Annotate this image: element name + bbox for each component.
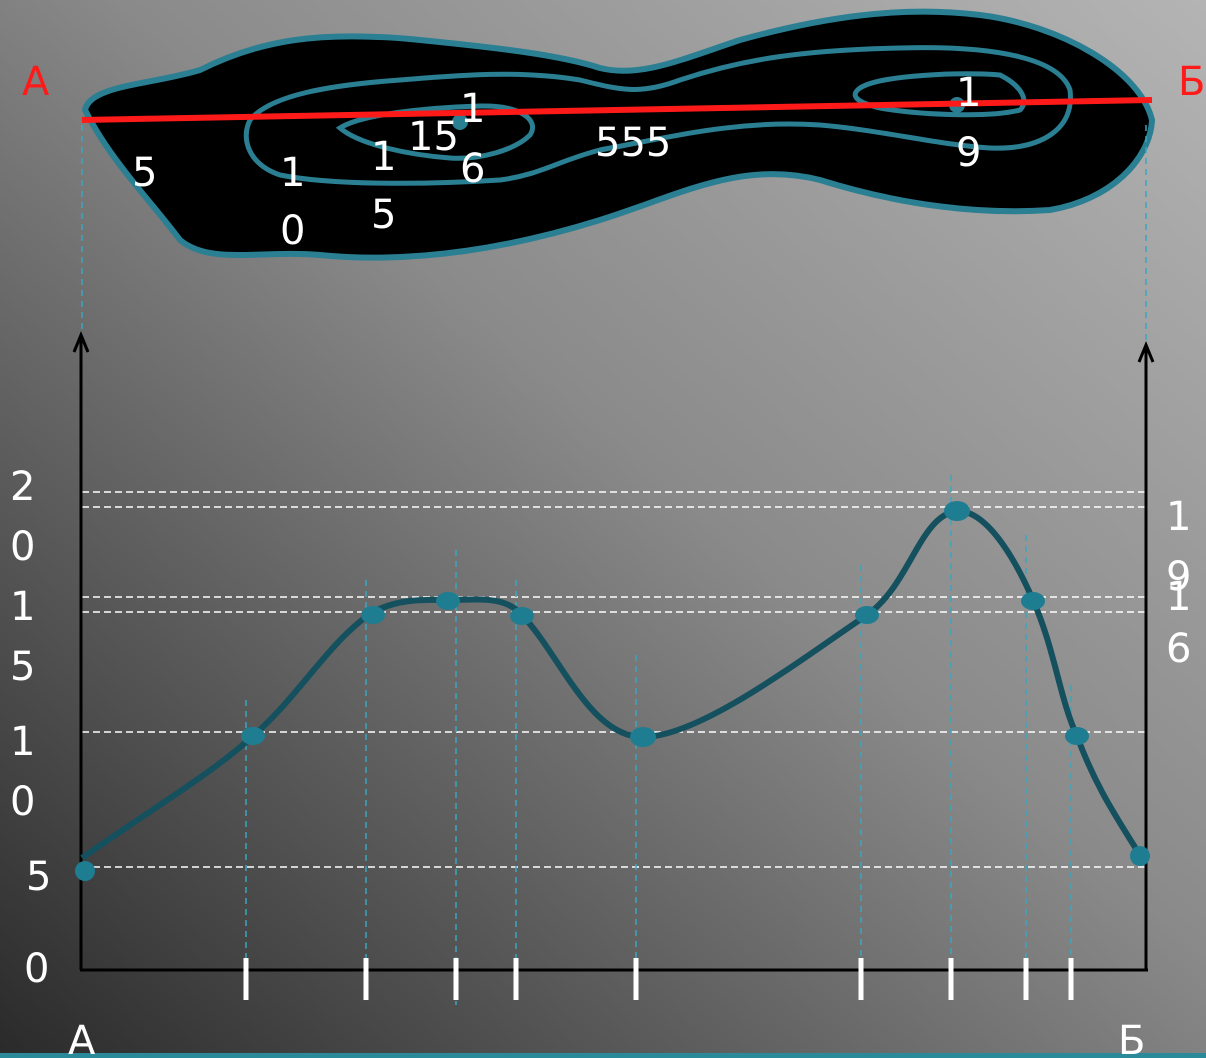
contour-label: 555 [595, 120, 671, 166]
contour-label: 15 [408, 114, 459, 160]
contour-10 [243, 45, 1073, 186]
projection-lines [81, 125, 1147, 345]
contour-5 [81, 8, 1156, 261]
section-line [81, 97, 1153, 123]
label-a: А [68, 1018, 96, 1058]
label-b: Б [1118, 1018, 1145, 1058]
profile-curve [80, 507, 1141, 861]
contour-label: 5 [132, 150, 157, 196]
label-a: А [22, 59, 50, 105]
ticks [243, 958, 1074, 1000]
profile-points [75, 501, 1150, 881]
label-b: Б [1178, 59, 1205, 105]
bottom-strip [0, 1053, 1206, 1058]
topo-map [81, 8, 1156, 261]
y-label: 5 [26, 854, 51, 900]
y-label: 0 [24, 946, 49, 992]
peak [452, 114, 468, 130]
